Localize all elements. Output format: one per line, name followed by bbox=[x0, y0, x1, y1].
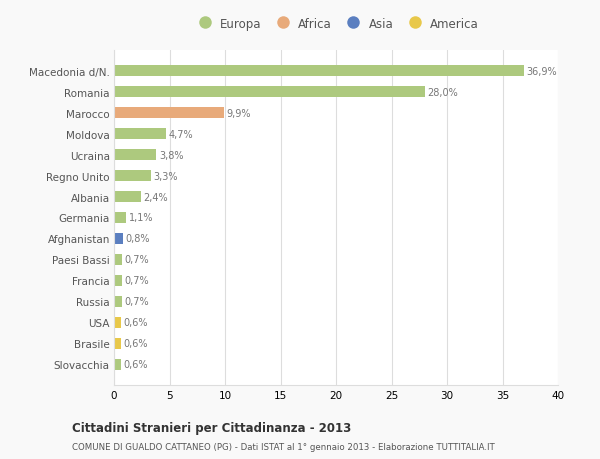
Text: 0,7%: 0,7% bbox=[125, 297, 149, 307]
Text: 1,1%: 1,1% bbox=[129, 213, 154, 223]
Text: 0,8%: 0,8% bbox=[125, 234, 150, 244]
Text: 2,4%: 2,4% bbox=[143, 192, 168, 202]
Bar bbox=[114, 338, 121, 349]
Bar bbox=[114, 129, 166, 140]
Text: COMUNE DI GUALDO CATTANEO (PG) - Dati ISTAT al 1° gennaio 2013 - Elaborazione TU: COMUNE DI GUALDO CATTANEO (PG) - Dati IS… bbox=[72, 442, 495, 451]
Bar bbox=[114, 254, 122, 266]
Bar bbox=[114, 170, 151, 182]
Bar bbox=[114, 107, 224, 119]
Text: 0,6%: 0,6% bbox=[124, 359, 148, 369]
Bar bbox=[114, 212, 126, 224]
Text: 0,7%: 0,7% bbox=[125, 276, 149, 286]
Bar bbox=[114, 87, 425, 98]
Text: 0,6%: 0,6% bbox=[124, 318, 148, 328]
Text: 4,7%: 4,7% bbox=[169, 129, 194, 139]
Text: 3,3%: 3,3% bbox=[154, 171, 178, 181]
Bar bbox=[114, 191, 140, 203]
Text: 36,9%: 36,9% bbox=[526, 67, 557, 77]
Text: 9,9%: 9,9% bbox=[227, 108, 251, 118]
Text: Cittadini Stranieri per Cittadinanza - 2013: Cittadini Stranieri per Cittadinanza - 2… bbox=[72, 421, 351, 434]
Bar bbox=[114, 233, 123, 245]
Bar bbox=[114, 150, 156, 161]
Bar bbox=[114, 66, 524, 77]
Bar bbox=[114, 317, 121, 329]
Text: 3,8%: 3,8% bbox=[159, 150, 184, 160]
Text: 0,7%: 0,7% bbox=[125, 255, 149, 265]
Bar bbox=[114, 275, 122, 286]
Text: 0,6%: 0,6% bbox=[124, 339, 148, 349]
Text: 28,0%: 28,0% bbox=[428, 87, 458, 97]
Bar bbox=[114, 359, 121, 370]
Bar bbox=[114, 296, 122, 308]
Legend: Europa, Africa, Asia, America: Europa, Africa, Asia, America bbox=[188, 13, 484, 35]
